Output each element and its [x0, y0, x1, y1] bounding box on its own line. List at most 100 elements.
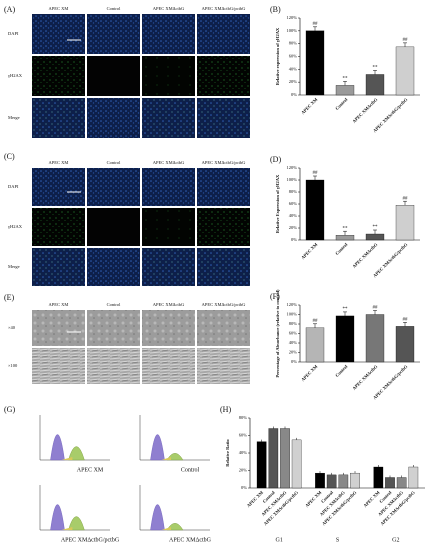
y-axis-label: Relative Expression of γH2AX: [275, 174, 280, 233]
y-tick-label: 60%: [289, 331, 298, 336]
bar: [373, 466, 384, 489]
s-phase: [61, 457, 73, 460]
bar: [268, 428, 279, 489]
bar: [395, 326, 415, 363]
histogram-label: Control: [181, 467, 200, 473]
bar: [291, 439, 302, 489]
series-label: APEC XM: [362, 489, 381, 508]
histogram-label: APEC XMΔctbG/pctbG: [61, 537, 120, 543]
x-tick-label: APEC XMΔctbG/pctbG: [372, 242, 409, 279]
g2-peak: [68, 446, 85, 461]
micrograph: [32, 248, 85, 286]
micrograph: [87, 208, 140, 246]
micrograph: [87, 98, 140, 138]
bar: [305, 30, 325, 96]
micrograph: [142, 14, 195, 54]
bar: [335, 85, 355, 96]
row-label: Merge: [8, 264, 20, 269]
panel-label: (G): [4, 405, 15, 414]
y-tick-label: 20%: [289, 350, 298, 355]
x-tick-label: APEC XM: [300, 241, 319, 260]
series-label: APEC XM: [304, 489, 323, 508]
micrograph: [142, 248, 195, 286]
x-tick-label: Control: [334, 96, 349, 111]
bar: [385, 477, 395, 489]
y-tick-label: 120%: [287, 15, 298, 20]
micrograph: [87, 348, 140, 384]
micrograph: [142, 168, 195, 206]
column-label: APEC XMΔctbG/pctbG: [202, 6, 247, 11]
s-phase: [161, 457, 171, 460]
micrograph: [197, 98, 250, 138]
bar: [326, 474, 337, 489]
y-tick-label: 80%: [239, 415, 248, 420]
micrograph: [32, 98, 85, 138]
micrograph: [87, 310, 140, 346]
y-axis-label: Percentage of Absorbance (relative to co…: [275, 289, 280, 378]
y-tick-label: 120%: [287, 165, 298, 170]
micrograph: [32, 56, 85, 96]
x-tick-label: APEC XMΔctbG/pctbG: [372, 364, 409, 401]
y-tick-label: 0%: [241, 485, 247, 490]
micrograph: [197, 310, 250, 346]
y-tick-label: 100%: [287, 312, 298, 317]
panel-label: (E): [4, 293, 15, 302]
y-tick-label: 60%: [289, 54, 298, 59]
column-label: Control: [107, 160, 122, 165]
bar: [350, 472, 360, 489]
x-tick-label: APEC XM: [300, 363, 319, 382]
significance: **: [343, 307, 349, 312]
x-tick-label: Control: [334, 241, 349, 256]
y-tick-label: 20%: [239, 468, 248, 473]
row-label: γH2AX: [8, 73, 23, 78]
significance: ##: [403, 38, 409, 43]
micrograph: [197, 248, 250, 286]
y-tick-label: 40%: [239, 450, 248, 455]
histogram-axes: [39, 415, 110, 461]
micrograph: [142, 98, 195, 138]
significance: **: [343, 77, 349, 82]
panel-label: (A): [4, 5, 15, 14]
bar: [256, 441, 267, 489]
x-tick-label: APEC XMΔctbG: [351, 242, 378, 269]
column-label: APEC XM: [49, 6, 69, 11]
micrograph: [142, 208, 195, 246]
s-phase: [61, 527, 73, 530]
panel-label: (H): [220, 405, 231, 414]
micrograph: [142, 310, 195, 346]
micrograph: [197, 348, 250, 384]
y-tick-label: 20%: [289, 79, 298, 84]
significance: ##: [403, 318, 409, 323]
micrograph: [197, 56, 250, 96]
bar: [396, 477, 407, 489]
x-tick-label: S: [336, 537, 339, 543]
micrograph: [32, 14, 85, 54]
significance: ##: [313, 319, 319, 324]
bar: [335, 315, 355, 363]
g2-peak: [68, 516, 85, 531]
column-label: APEC XMΔctbG: [153, 6, 185, 11]
bar: [305, 327, 325, 363]
y-tick-label: 80%: [289, 41, 298, 46]
histogram-axes: [139, 415, 210, 461]
x-tick-label: APEC XM: [300, 96, 319, 115]
bar: [395, 205, 415, 241]
panel-label: (C): [4, 152, 15, 161]
micrograph: [32, 348, 85, 384]
y-axis-label: Relative expression of γH2AX: [275, 27, 280, 85]
bar: [408, 466, 419, 489]
y-axis-label: Relative Ratio: [225, 439, 230, 467]
y-tick-label: 100%: [287, 28, 298, 33]
y-tick-label: 80%: [289, 189, 298, 194]
g1-peak: [50, 434, 65, 461]
y-tick-label: 60%: [289, 201, 298, 206]
row-label: γH2AX: [8, 224, 23, 229]
panel-label: (B): [270, 5, 281, 14]
x-tick-label: G1: [275, 537, 282, 543]
micrograph: [32, 310, 85, 346]
bar: [365, 233, 385, 241]
row-label: ×40: [8, 325, 16, 330]
column-label: Control: [107, 302, 122, 307]
y-tick-label: 40%: [289, 340, 298, 345]
g1-peak: [150, 434, 165, 461]
